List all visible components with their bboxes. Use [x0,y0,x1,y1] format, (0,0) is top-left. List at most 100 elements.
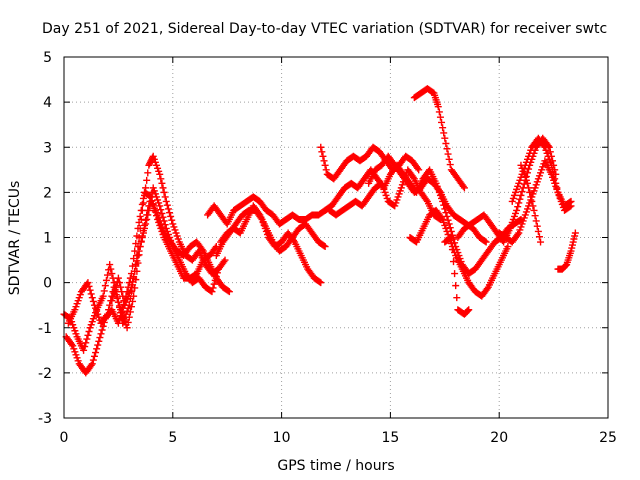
data-point [133,257,141,265]
data-point [106,301,114,309]
y-tick-label: -3 [38,411,52,427]
data-points [60,85,579,377]
data-point [561,262,569,270]
data-point [551,175,559,183]
data-point [124,318,132,326]
data-point [127,303,135,311]
y-tick-label: 3 [43,140,52,156]
data-point [130,273,138,281]
data-point [451,270,459,278]
y-tick-label: 5 [43,50,52,66]
data-point [210,280,218,288]
data-point [139,229,147,237]
data-point [102,312,110,320]
data-point [142,220,150,228]
data-point [89,297,97,305]
data-point [481,237,489,245]
y-tick-label: -1 [38,321,52,337]
data-point [164,205,172,213]
data-point [127,283,135,291]
data-point [135,218,143,226]
data-point [85,328,93,336]
data-point [516,195,524,203]
data-point [161,193,169,201]
data-point [459,182,467,190]
data-point [525,184,533,192]
data-point [451,239,459,247]
data-point [525,165,533,173]
data-point [446,234,454,242]
data-point [446,224,454,232]
data-point [123,324,131,332]
data-point [535,233,543,241]
data-point [163,201,171,209]
data-point [483,285,491,293]
data-point [316,278,324,286]
data-point [452,282,460,290]
data-point [208,288,216,296]
data-point [100,287,108,295]
data-point [567,202,575,210]
data-point [111,285,119,293]
y-axis-title: SDTVAR / TECUs [7,181,23,296]
data-point [549,166,557,174]
data-point [110,289,118,297]
data-point [527,193,535,201]
data-point [198,246,206,254]
data-point [139,194,147,202]
data-point [104,310,112,318]
data-point [514,203,522,211]
data-point [444,216,452,224]
data-point [125,313,133,321]
data-point [113,294,121,302]
data-point [114,298,122,306]
data-point [224,287,232,295]
data-point [145,206,153,214]
data-point [132,240,140,248]
data-point [86,286,94,294]
data-point [482,238,490,246]
data-point [447,234,455,241]
data-point [92,349,100,357]
series-track-7 [217,202,329,255]
y-tick-label: -2 [38,366,52,382]
data-point [157,206,165,214]
data-point [443,145,451,153]
data-point [158,209,166,217]
data-point [552,179,560,187]
y-tick-label: 2 [43,185,52,201]
data-point [104,271,112,279]
data-point [434,103,442,111]
data-point [167,212,175,220]
data-point [409,173,417,181]
data-point [166,209,174,217]
data-point [134,252,142,260]
data-point [90,352,98,360]
data-point [134,224,142,232]
data-point [82,339,90,347]
data-point [107,265,115,273]
data-point [513,206,521,214]
data-point [441,134,449,142]
data-point [547,161,555,169]
data-point [439,197,447,205]
data-point [442,139,450,147]
data-point [530,206,538,214]
data-point [444,150,452,158]
data-point [441,205,449,213]
series-track-8 [317,143,423,183]
data-point [517,191,525,199]
data-point [88,294,96,302]
data-point [126,274,134,282]
data-point [550,170,558,178]
data-point [131,284,139,292]
data-point [129,297,137,305]
data-point [320,242,328,250]
data-point [518,188,526,196]
data-point [445,155,453,163]
data-point [438,118,446,126]
data-point [571,229,579,237]
data-point [144,169,152,177]
data-point [546,148,554,156]
x-tick-label: 20 [490,430,508,446]
